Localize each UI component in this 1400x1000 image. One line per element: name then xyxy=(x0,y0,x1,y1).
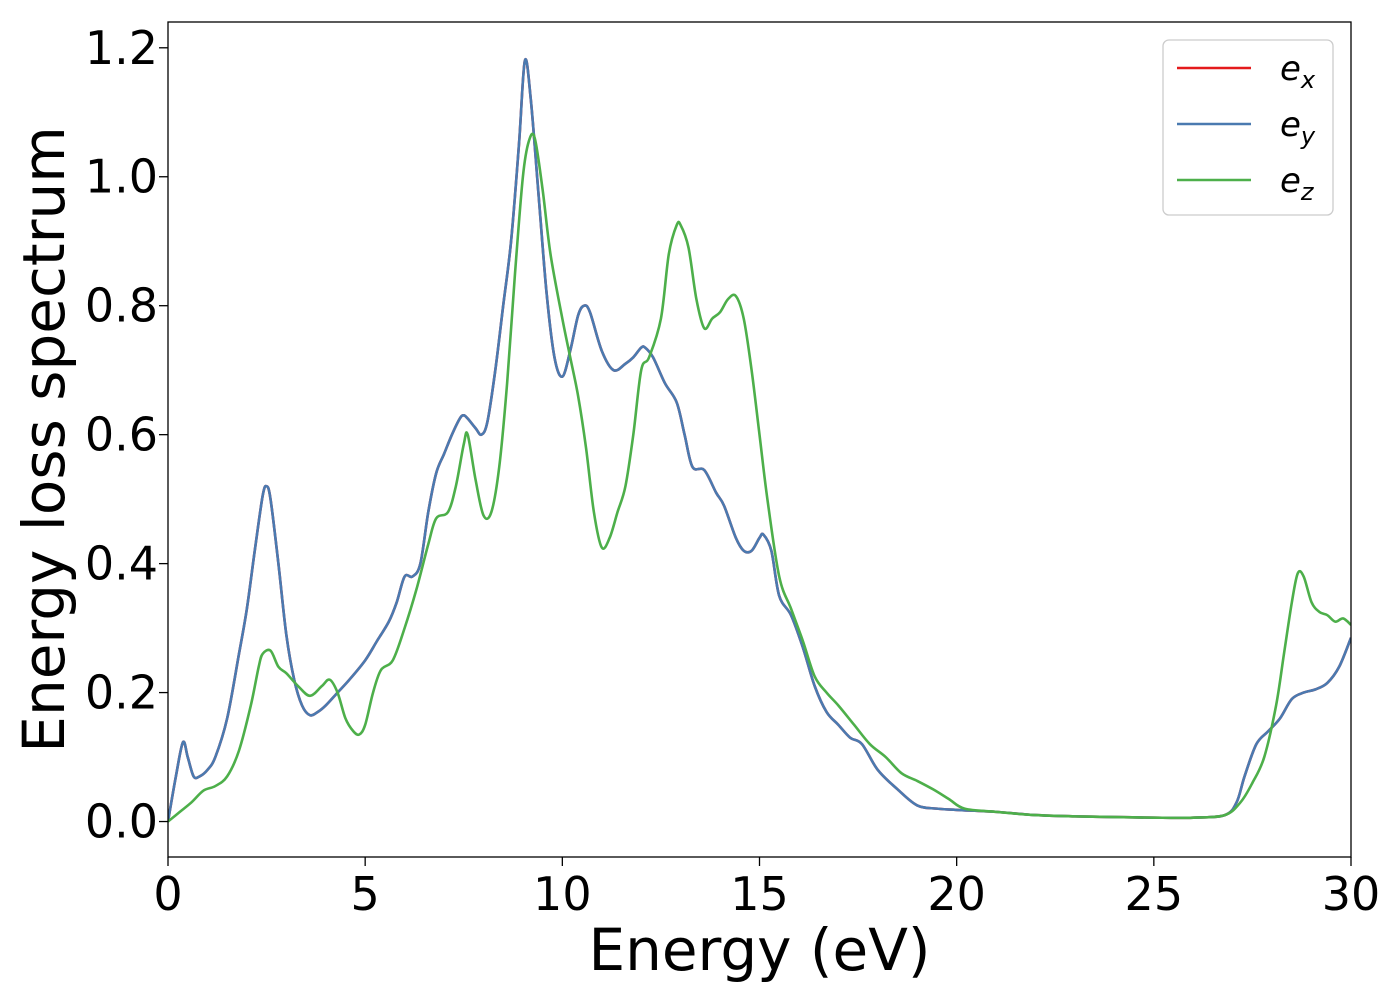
y-tick-label: 0.4 xyxy=(85,537,158,591)
x-tick-label: 0 xyxy=(153,867,182,921)
y-tick-label: 0.2 xyxy=(85,666,158,720)
y-axis-ticks: 0.0 0.2 0.4 0.6 0.8 1.0 1.2 xyxy=(85,21,168,849)
x-tick-label: 15 xyxy=(730,867,789,921)
x-axis-ticks: 0 5 10 15 20 25 30 xyxy=(153,857,1380,921)
legend-label-subscript: y xyxy=(1300,122,1316,150)
legend-label-subscript: x xyxy=(1300,66,1316,94)
legend-label-e-z: ez xyxy=(1280,161,1315,206)
legend-label-e-y: ey xyxy=(1280,105,1316,150)
series-line-e-y xyxy=(168,57,1351,822)
y-tick-label: 0.8 xyxy=(85,279,158,333)
series-line-e-z xyxy=(168,132,1351,823)
y-tick-label: 0.0 xyxy=(85,795,158,849)
series-layer xyxy=(168,57,1351,823)
x-tick-label: 30 xyxy=(1322,867,1381,921)
legend-box xyxy=(1162,39,1334,216)
x-tick-label: 20 xyxy=(927,867,986,921)
legend-label-base: e xyxy=(1280,161,1301,201)
legend-label-base: e xyxy=(1280,105,1301,145)
y-tick-label: 0.6 xyxy=(85,408,158,462)
x-tick-label: 5 xyxy=(351,867,380,921)
legend-label-base: e xyxy=(1280,49,1301,89)
y-tick-label: 1.2 xyxy=(85,21,158,75)
x-tick-label: 10 xyxy=(533,867,592,921)
legend-label-e-x: ex xyxy=(1280,49,1316,94)
x-axis-title: Energy (eV) xyxy=(588,916,930,984)
y-axis-title: Energy loss spectrum xyxy=(10,126,78,752)
legend-label-subscript: z xyxy=(1300,178,1315,206)
y-tick-label: 1.0 xyxy=(85,150,158,204)
x-tick-label: 25 xyxy=(1125,867,1184,921)
